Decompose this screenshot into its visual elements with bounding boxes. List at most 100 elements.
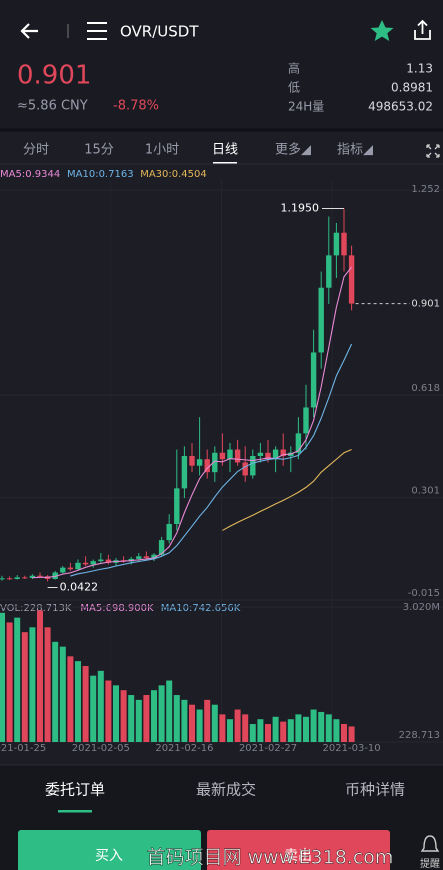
volume-bar [135,699,142,742]
stat-value: 0.8981 [391,81,433,95]
volume-bar [105,680,112,742]
candle-body [6,578,13,580]
candle-body [0,578,5,580]
candle-body [257,452,264,456]
volume-bar [242,714,249,742]
volume-bar [44,627,51,742]
candle-body [333,232,340,256]
volume-bar [325,714,332,742]
y-tick-label: 1.252 [411,184,440,195]
change: -8.78% [113,99,159,114]
candle-body [105,559,112,563]
buy-button[interactable] [18,830,201,870]
buy-label[interactable]: 买入 [95,848,123,864]
interval-tab[interactable]: 15分 [84,143,114,158]
volume-bar [227,719,233,742]
volume-bar [158,685,165,742]
ma-legend: MA5:0.9344 [0,169,60,180]
low-label: 0.0422 [60,580,99,593]
candle-body [14,577,20,579]
remind-label[interactable]: 提醒 [420,858,440,870]
bottom-tab[interactable]: 委托订单 [45,781,105,799]
volume-bar [249,724,256,742]
candle-body [212,452,218,473]
bottom-tab[interactable]: 币种详情 [345,781,405,799]
interval-tab[interactable]: 1小时 [145,143,179,158]
volume-bar [52,641,59,742]
volume-bar [310,709,317,742]
candle-body [348,255,355,304]
bell-icon[interactable] [420,835,440,852]
candle-body [60,567,66,573]
watermark: 首码项目网 www.E318.com [147,847,394,869]
candle-body [158,540,165,555]
favorite-icon[interactable] [370,20,394,41]
candle-body [326,255,332,288]
volume-bar [128,695,135,742]
menu-icon[interactable] [87,22,107,40]
candle-body [227,449,233,460]
x-tick-label: 2021-01-25 [0,743,46,754]
vol-legend: VOL:228.713K [0,603,72,614]
candle-body [151,554,157,558]
candle-body [272,449,279,460]
volume-bar [0,612,5,742]
volume-bar [75,661,81,742]
y-tick-label: 0.301 [411,486,440,497]
fullscreen-icon[interactable] [426,144,440,158]
candle-body [136,556,142,559]
cny-price: ≈5.86 CNY [17,99,88,114]
volume-bar [318,711,325,742]
volume-bar [333,719,340,742]
candle-body [318,287,324,353]
sell-label[interactable]: 卖出 [284,848,312,864]
volume-bar [82,666,89,742]
volume-bar [173,695,180,742]
volume-bar [265,724,271,742]
vol-tick-label: 3.020M [403,602,440,613]
volume-bar [287,719,294,742]
volume-bar [6,622,13,742]
volume-bar [14,617,21,742]
vol-tick-label: 228.713 [399,730,440,741]
interval-tab[interactable]: 分时 [23,143,49,158]
interval-tab[interactable]: 指标◢ [337,143,373,158]
volume-bar [21,632,28,742]
candle-body [234,449,241,463]
candle-body [181,455,188,489]
ma-legend: MA30:0.4504 [140,169,207,180]
volume-bar [120,690,127,742]
candle-body [98,559,104,562]
stat-value: 1.13 [406,62,433,76]
volume-bar [219,714,226,742]
stat-label: 低 [288,81,300,95]
x-tick-label: 2021-02-05 [72,743,130,754]
y-tick-label: 0.618 [411,383,440,394]
bottom-tab[interactable]: 最新成交 [196,781,256,799]
ma-legend: MA10:0.7163 [67,169,134,180]
vol-legend: MA10:742.656K [161,603,241,614]
candle-body [295,433,302,453]
interval-tab[interactable]: 更多◢ [275,142,311,158]
share-icon[interactable] [414,19,431,40]
candle-body [250,455,256,476]
volume-bar [189,704,195,742]
candle-body [303,407,309,434]
candle-body [143,556,150,558]
sell-button[interactable] [207,830,390,870]
volume-bar [348,726,355,742]
candle-body [52,572,58,579]
volume-bar [97,670,104,742]
x-tick-label: 2021-03-10 [323,743,381,754]
pair[interactable]: OVR/USDT [120,23,199,41]
volume-bar [181,699,188,742]
tab-underline [213,162,237,164]
volume-bar [67,656,74,742]
interval-tab[interactable]: 日线 [212,143,238,158]
candle-body [82,562,89,565]
ma-line [222,449,352,531]
back-icon[interactable] [20,23,38,39]
volume-bar [257,719,264,742]
volume-bar [37,610,43,742]
